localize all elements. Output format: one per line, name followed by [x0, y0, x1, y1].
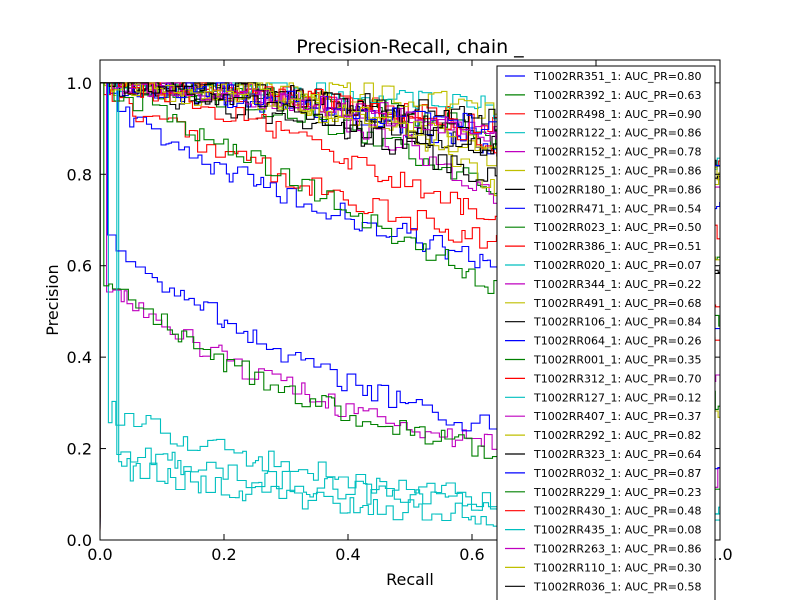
legend-entry: T1002RR386_1: AUC_PR=0.51	[533, 240, 701, 253]
x-tick-label: 0.4	[335, 545, 360, 564]
legend-entry: T1002RR125_1: AUC_PR=0.86	[533, 165, 701, 178]
y-tick-label: 0.0	[67, 531, 92, 550]
x-tick-label: 0.0	[87, 545, 112, 564]
legend-entry: T1002RR292_1: AUC_PR=0.82	[533, 429, 701, 442]
legend-entry: T1002RR152_1: AUC_PR=0.78	[533, 146, 701, 159]
chart-title: Precision-Recall, chain _	[296, 36, 524, 58]
legend: T1002RR351_1: AUC_PR=0.80 T1002RR392_1: A…	[496, 65, 716, 600]
legend-entry: T1002RR106_1: AUC_PR=0.84	[533, 316, 701, 329]
y-tick-label: 0.8	[67, 165, 92, 184]
legend-entry: T1002RR036_1: AUC_PR=0.58	[533, 580, 701, 593]
legend-entry: T1002RR180_1: AUC_PR=0.86	[533, 183, 701, 196]
y-tick-label: 0.6	[67, 257, 92, 276]
legend-entry: T1002RR001_1: AUC_PR=0.35	[533, 354, 701, 367]
y-tick-label: 0.4	[67, 348, 92, 367]
x-tick-label: 0.2	[211, 545, 236, 564]
legend-entry: T1002RR020_1: AUC_PR=0.07	[533, 259, 701, 272]
legend-entry: T1002RR032_1: AUC_PR=0.87	[533, 467, 701, 480]
legend-entry: T1002RR323_1: AUC_PR=0.64	[533, 448, 701, 461]
legend-entry: T1002RR064_1: AUC_PR=0.26	[533, 335, 701, 348]
legend-entry: T1002RR110_1: AUC_PR=0.30	[533, 561, 701, 574]
legend-entry: T1002RR023_1: AUC_PR=0.50	[533, 221, 701, 234]
legend-entry: T1002RR435_1: AUC_PR=0.08	[533, 524, 701, 537]
legend-box	[496, 65, 716, 600]
legend-entry: T1002RR122_1: AUC_PR=0.86	[533, 127, 701, 140]
legend-entry: T1002RR229_1: AUC_PR=0.23	[533, 486, 701, 499]
y-axis-label: Precision	[43, 264, 62, 335]
legend-entry: T1002RR430_1: AUC_PR=0.48	[533, 505, 701, 518]
legend-entry: T1002RR351_1: AUC_PR=0.80	[533, 70, 701, 83]
legend-entry: T1002RR344_1: AUC_PR=0.22	[533, 278, 701, 291]
legend-entry: T1002RR127_1: AUC_PR=0.12	[533, 391, 701, 404]
y-axis-ticks: 0.0 0.2 0.4 0.6 0.8 1.0	[67, 74, 720, 550]
x-axis-label: Recall	[386, 570, 434, 589]
plot-frame	[99, 59, 721, 541]
x-tick-label: 0.6	[459, 545, 484, 564]
legend-entry: T1002RR498_1: AUC_PR=0.90	[533, 108, 701, 121]
legend-entry: T1002RR263_1: AUC_PR=0.86	[533, 543, 701, 556]
legend-entry: T1002RR312_1: AUC_PR=0.70	[533, 372, 701, 385]
legend-entry: T1002RR491_1: AUC_PR=0.68	[533, 297, 701, 310]
y-tick-label: 1.0	[67, 74, 92, 93]
legend-entry: T1002RR407_1: AUC_PR=0.37	[533, 410, 701, 423]
legend-entry: T1002RR392_1: AUC_PR=0.63	[533, 89, 701, 102]
y-tick-label: 0.2	[67, 440, 92, 459]
legend-entry: T1002RR471_1: AUC_PR=0.54	[533, 202, 701, 215]
